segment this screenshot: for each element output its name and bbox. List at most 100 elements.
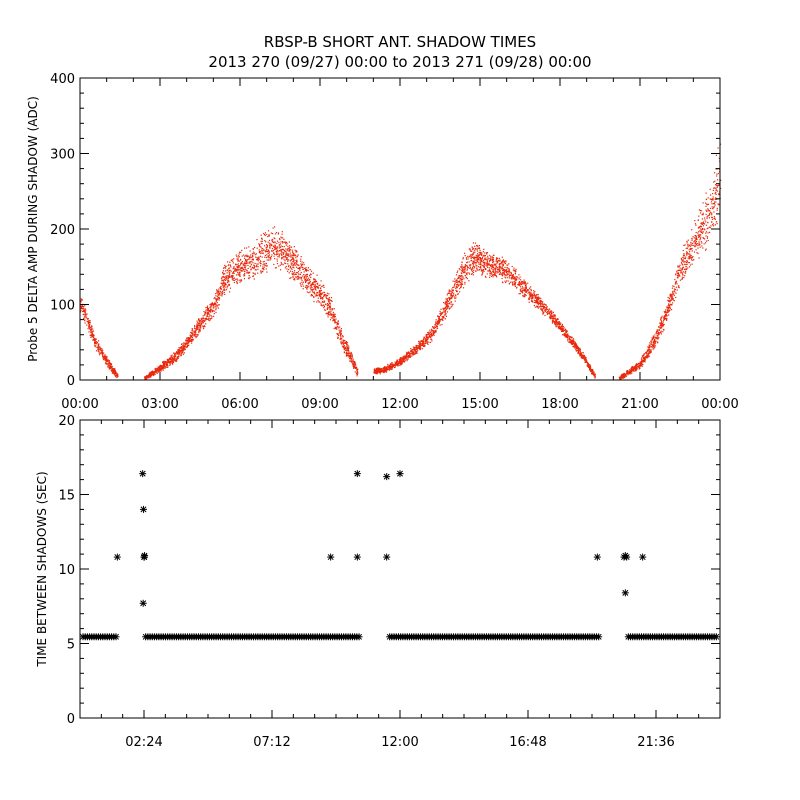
data-point	[353, 366, 355, 368]
data-point	[327, 298, 329, 300]
data-point	[339, 338, 341, 340]
data-point	[505, 270, 507, 272]
data-point	[301, 261, 303, 263]
data-point	[482, 269, 484, 271]
data-point	[233, 281, 235, 284]
data-point	[392, 364, 394, 366]
data-point	[186, 346, 188, 348]
data-point	[470, 254, 472, 256]
data-point	[144, 376, 146, 379]
data-point	[411, 355, 413, 357]
data-point	[387, 365, 389, 367]
data-point	[260, 263, 262, 265]
data-point	[586, 365, 588, 367]
data-point	[468, 248, 470, 250]
data-point	[186, 338, 188, 340]
data-point	[198, 329, 200, 332]
data-point	[223, 267, 225, 269]
data-point	[461, 261, 463, 263]
data-point	[483, 264, 485, 266]
data-point	[176, 356, 178, 359]
data-point	[186, 337, 188, 339]
data-point	[337, 323, 340, 325]
data-point	[248, 246, 250, 248]
data-point	[98, 340, 100, 342]
data-point	[386, 367, 388, 370]
data-point	[557, 321, 559, 323]
data-point	[215, 304, 217, 306]
data-point	[288, 241, 290, 243]
data-point	[523, 281, 525, 283]
data-point	[210, 306, 212, 308]
data-point	[500, 262, 502, 264]
data-point	[212, 303, 214, 305]
data-point	[418, 340, 420, 342]
data-point	[179, 352, 181, 354]
data-point	[245, 258, 247, 261]
data-point	[287, 259, 289, 261]
data-point	[438, 323, 440, 325]
data-point	[502, 259, 504, 261]
data-point	[355, 367, 357, 369]
data-point	[321, 305, 323, 307]
data-point	[255, 253, 257, 255]
data-point	[641, 357, 643, 359]
data-point	[252, 272, 254, 274]
data-point	[497, 262, 499, 264]
data-point	[162, 362, 164, 364]
data-point	[105, 355, 107, 357]
data-point	[425, 336, 428, 338]
data-point	[588, 364, 590, 366]
data-point	[661, 327, 663, 329]
data-point	[550, 310, 552, 312]
data-point	[225, 283, 227, 286]
data-point	[466, 272, 468, 274]
data-point	[453, 286, 455, 288]
data-point	[347, 349, 349, 351]
data-point	[499, 273, 501, 275]
data-point	[473, 258, 475, 260]
data-point	[381, 368, 383, 370]
data-point	[449, 295, 452, 297]
data-point	[204, 313, 206, 315]
data-point	[444, 318, 446, 320]
data-point	[281, 251, 283, 253]
data-point	[662, 323, 664, 325]
data-point	[291, 256, 293, 258]
data-point	[95, 338, 97, 340]
data-point	[542, 304, 544, 306]
data-point	[383, 368, 385, 370]
data-point	[399, 359, 401, 362]
data-point	[461, 273, 463, 275]
data-point	[297, 254, 299, 256]
data-point	[300, 266, 302, 268]
data-point	[178, 349, 180, 351]
data-point	[705, 202, 707, 204]
data-point	[274, 244, 276, 246]
data-point	[535, 301, 537, 303]
data-point	[226, 275, 228, 277]
data-point	[107, 360, 109, 362]
data-point	[334, 315, 336, 318]
data-point	[715, 189, 717, 192]
data-point	[180, 350, 182, 352]
data-point	[323, 286, 325, 288]
data-point	[222, 283, 224, 285]
data-point	[452, 303, 454, 305]
data-point	[482, 262, 484, 264]
data-point	[341, 342, 343, 344]
data-point	[218, 291, 220, 293]
data-point	[319, 291, 321, 293]
data-point	[646, 357, 648, 359]
data-point	[354, 361, 356, 363]
data-point	[107, 366, 109, 368]
data-point	[354, 363, 356, 365]
data-point	[454, 280, 456, 283]
data-point	[461, 280, 463, 283]
data-point	[299, 267, 301, 269]
data-point	[239, 267, 241, 269]
data-point	[333, 316, 335, 318]
data-point	[153, 371, 155, 374]
data-point	[306, 275, 308, 277]
data-point	[508, 270, 510, 272]
